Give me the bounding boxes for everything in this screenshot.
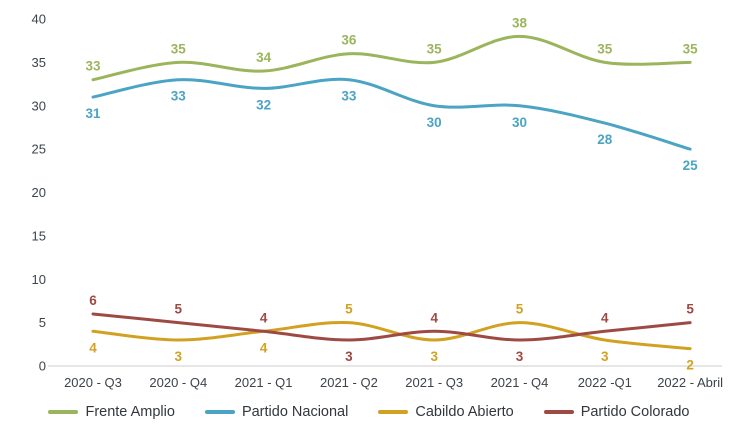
legend-item-partido-nacional: Partido Nacional [204,404,349,420]
data-label-partido-colorado: 6 [89,293,97,308]
series-line-frente-amplio [91,34,692,82]
y-tick-label: 30 [32,98,46,113]
data-label-partido-colorado: 3 [345,349,353,364]
y-tick-label: 0 [39,359,46,374]
y-tick-label: 35 [32,55,46,70]
legend-item-frente-amplio: Frente Amplio [48,404,175,420]
data-label-partido-nacional: 32 [256,97,271,112]
data-label-partido-nacional: 33 [341,89,357,104]
x-tick-label: 2021 - Q3 [405,375,463,390]
data-label-cabildo-abierto: 5 [516,302,524,317]
x-tick-label: 2021 - Q1 [235,375,293,390]
data-label-frente-amplio: 36 [341,33,357,48]
data-label-partido-nacional: 31 [85,106,101,121]
data-label-partido-colorado: 5 [686,302,694,317]
legend-item-partido-colorado: Partido Colorado [543,404,690,420]
data-label-partido-colorado: 4 [601,310,609,325]
data-label-partido-colorado: 5 [175,302,183,317]
data-label-frente-amplio: 35 [683,41,699,56]
data-label-frente-amplio: 35 [597,41,613,56]
y-tick-label: 5 [39,315,46,330]
x-tick-label: 2021 - Q4 [491,375,549,390]
legend-label: Frente Amplio [85,404,175,420]
data-label-partido-nacional: 33 [171,89,187,104]
data-label-cabildo-abierto: 4 [260,340,268,355]
data-label-cabildo-abierto: 3 [430,349,438,364]
x-tick-label: 2021 - Q2 [320,375,378,390]
y-tick-label: 10 [32,272,46,287]
data-label-cabildo-abierto: 3 [175,349,183,364]
data-label-partido-nacional: 28 [597,132,613,147]
series-line-partido-colorado [91,312,692,342]
x-tick-label: 2022 - Abril [657,375,723,390]
data-label-cabildo-abierto: 4 [89,340,97,355]
data-label-partido-colorado: 4 [260,310,268,325]
y-tick-label: 25 [32,142,46,157]
legend-item-cabildo-abierto: Cabildo Abierto [378,404,514,420]
data-label-partido-nacional: 25 [683,158,699,173]
data-label-frente-amplio: 38 [512,15,528,30]
data-label-cabildo-abierto: 5 [345,302,353,317]
data-label-frente-amplio: 34 [256,50,272,65]
legend-color-dash-icon [543,410,574,414]
legend-color-dash-icon [204,410,235,414]
data-label-partido-nacional: 30 [512,115,527,130]
data-label-frente-amplio: 33 [85,59,101,74]
x-tick-label: 2020 - Q3 [64,375,122,390]
chart-legend: Frente Amplio Partido Nacional Cabildo A… [0,404,738,420]
legend-label: Cabildo Abierto [415,404,514,420]
data-label-frente-amplio: 35 [427,41,443,56]
legend-color-dash-icon [378,410,409,414]
legend-label: Partido Nacional [241,404,349,420]
legend-color-dash-icon [48,410,79,414]
data-label-partido-colorado: 3 [516,349,524,364]
y-tick-label: 40 [32,12,46,27]
data-label-frente-amplio: 35 [171,41,187,56]
data-label-partido-colorado: 4 [430,310,438,325]
data-label-partido-nacional: 30 [427,115,442,130]
x-tick-label: 2020 - Q4 [149,375,207,390]
x-tick-label: 2022 -Q1 [578,375,632,390]
y-tick-label: 20 [32,185,46,200]
series-line-cabildo-abierto [91,320,692,351]
series-line-partido-nacional [91,77,692,151]
legend-label: Partido Colorado [580,404,690,420]
data-label-cabildo-abierto: 2 [686,358,694,373]
y-tick-label: 15 [32,228,46,243]
data-label-cabildo-abierto: 3 [601,349,609,364]
